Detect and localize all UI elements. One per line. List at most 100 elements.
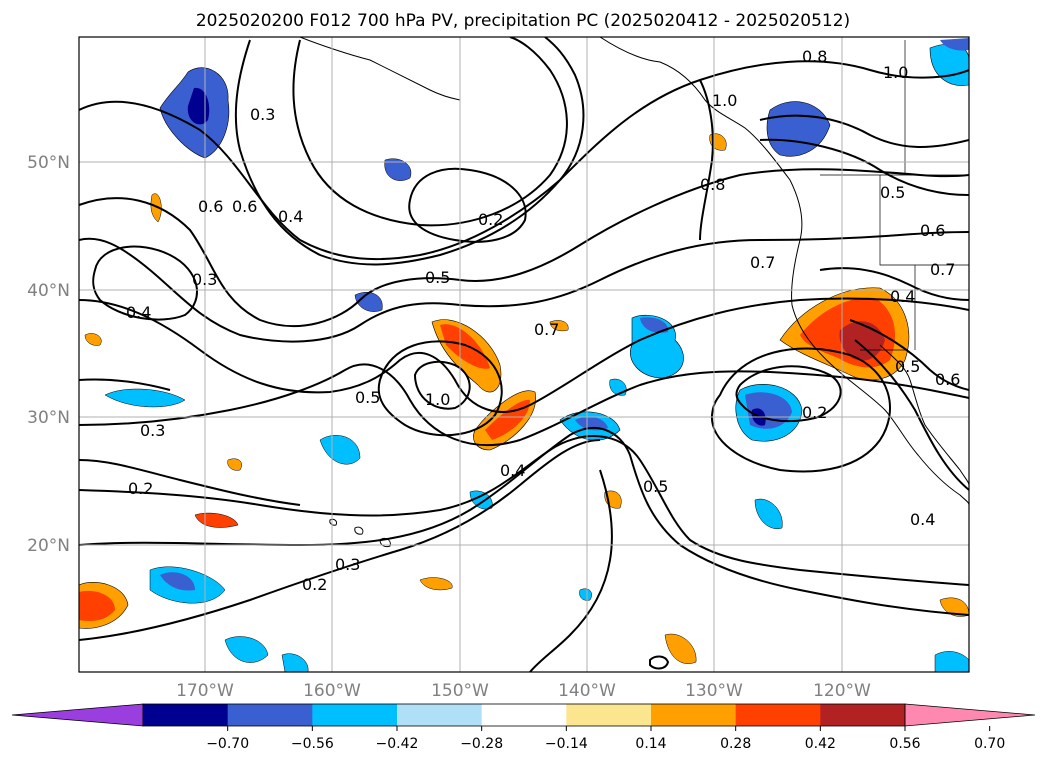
colorbar-extend-max: [904, 703, 1036, 727]
pv-contour: [408, 167, 527, 243]
contour-label: 0.6: [920, 221, 945, 240]
contour-label: 0.5: [895, 357, 920, 376]
contour-label: 0.5: [425, 268, 450, 287]
precip-blob: [579, 588, 592, 601]
pv-contour: [413, 360, 471, 410]
colorbar-segment: [566, 704, 652, 726]
coastline: [879, 344, 969, 486]
colorbar-tick-label: −0.42: [376, 736, 419, 752]
precip-blob: [609, 378, 627, 396]
contour-label: 0.3: [335, 555, 360, 574]
colorbar-segment: [481, 704, 567, 726]
coastline: [599, 37, 969, 506]
contour-label: 0.7: [930, 260, 955, 279]
pv-contour: [79, 439, 601, 641]
lon-label: 170°W: [176, 681, 234, 701]
precip-blob: [281, 653, 309, 672]
lon-label: 140°W: [558, 681, 616, 701]
contour-label: 0.5: [355, 388, 380, 407]
pv-contour: [79, 378, 171, 391]
colorbar-tick-label: −0.70: [206, 736, 249, 752]
contour-label: 0.6: [935, 370, 960, 389]
contour-label: 0.3: [192, 270, 217, 289]
colorbar-segment: [651, 704, 737, 726]
contour-label: 0.7: [534, 320, 559, 339]
precip-blob: [319, 435, 361, 465]
pv-contour: [79, 363, 969, 446]
precip-blob: [940, 38, 969, 51]
contour-label: 0.2: [302, 575, 327, 594]
contour-label: 0.2: [478, 210, 503, 229]
precip-blob: [630, 314, 684, 379]
colorbar-segment: [820, 704, 906, 726]
lon-label: 150°W: [431, 681, 489, 701]
precip-blob: [224, 636, 269, 663]
borders: [820, 40, 969, 351]
precip-blob: [754, 498, 783, 530]
precip-blob: [469, 490, 493, 510]
contour-label: 0.8: [700, 175, 725, 194]
contour-label: 0.2: [802, 403, 827, 422]
contour-label: 1.0: [425, 390, 450, 409]
contour-label: 1.0: [883, 63, 908, 82]
colorbar-tick-label: 0.28: [720, 736, 751, 752]
coastlines: [299, 37, 969, 548]
contour-label: 0.4: [500, 461, 525, 480]
precip-blob: [160, 572, 195, 591]
lat-label: 40°N: [27, 281, 70, 301]
pv-contour: [759, 138, 969, 196]
contour-label: 1.0: [712, 91, 737, 110]
pv-contour: [79, 459, 301, 506]
precip-blob: [194, 512, 239, 528]
pv-contour: [854, 339, 969, 491]
precip-blob: [104, 388, 186, 408]
contour-label: 0.6: [198, 197, 223, 216]
precip-blob: [227, 458, 242, 471]
pv-contour: [819, 267, 969, 301]
figure-title: 2025020200 F012 700 hPa PV, precipitatio…: [196, 11, 850, 31]
contour-label: 0.5: [880, 183, 905, 202]
colorbar-segment: [397, 704, 483, 726]
precip-blob: [79, 590, 115, 621]
colorbar-extend-min: [11, 703, 144, 727]
contour-label: 0.7: [750, 253, 775, 272]
pv-contour: [735, 365, 842, 423]
precip-blob: [440, 324, 490, 369]
map-frame: [78, 36, 970, 673]
pv-contour: [529, 469, 613, 672]
contour-label: 0.3: [250, 105, 275, 124]
coastline: [329, 518, 337, 526]
colorbar-segment: [312, 704, 398, 726]
pv-contour: [759, 114, 969, 148]
lat-axis-labels: 50°N 40°N 30°N 20°N: [27, 153, 70, 556]
precip-blob: [419, 577, 453, 591]
pv-contour: [699, 79, 714, 241]
contour-label: 0.8: [802, 47, 827, 66]
contour-label: 0.5: [643, 477, 668, 496]
contour-label: 0.4: [910, 510, 935, 529]
colorbar-tick-label: 0.42: [805, 736, 836, 752]
pv-contour: [92, 245, 198, 321]
pv-contour: [79, 231, 969, 343]
precip-blob: [839, 321, 885, 361]
pv-contour: [292, 37, 568, 227]
coastline: [299, 37, 461, 101]
contour-label: 0.3: [140, 421, 165, 440]
lon-label: 130°W: [685, 681, 743, 701]
colorbar-frame: [142, 703, 906, 727]
pv-contour: [79, 297, 969, 413]
colorbar-segment: [227, 704, 313, 726]
precip-blob: [939, 597, 969, 617]
colorbar-tick-label: −0.28: [460, 736, 503, 752]
colorbar-tick-label: 0.14: [635, 736, 666, 752]
precip-blob: [575, 416, 608, 431]
contour-label: 0.2: [128, 479, 153, 498]
precip-blob: [664, 633, 697, 664]
contour-label: 0.4: [278, 207, 303, 226]
pv-contour: [234, 37, 585, 266]
border-line: [879, 175, 969, 266]
lat-label: 20°N: [27, 536, 70, 556]
coastline: [379, 537, 391, 548]
